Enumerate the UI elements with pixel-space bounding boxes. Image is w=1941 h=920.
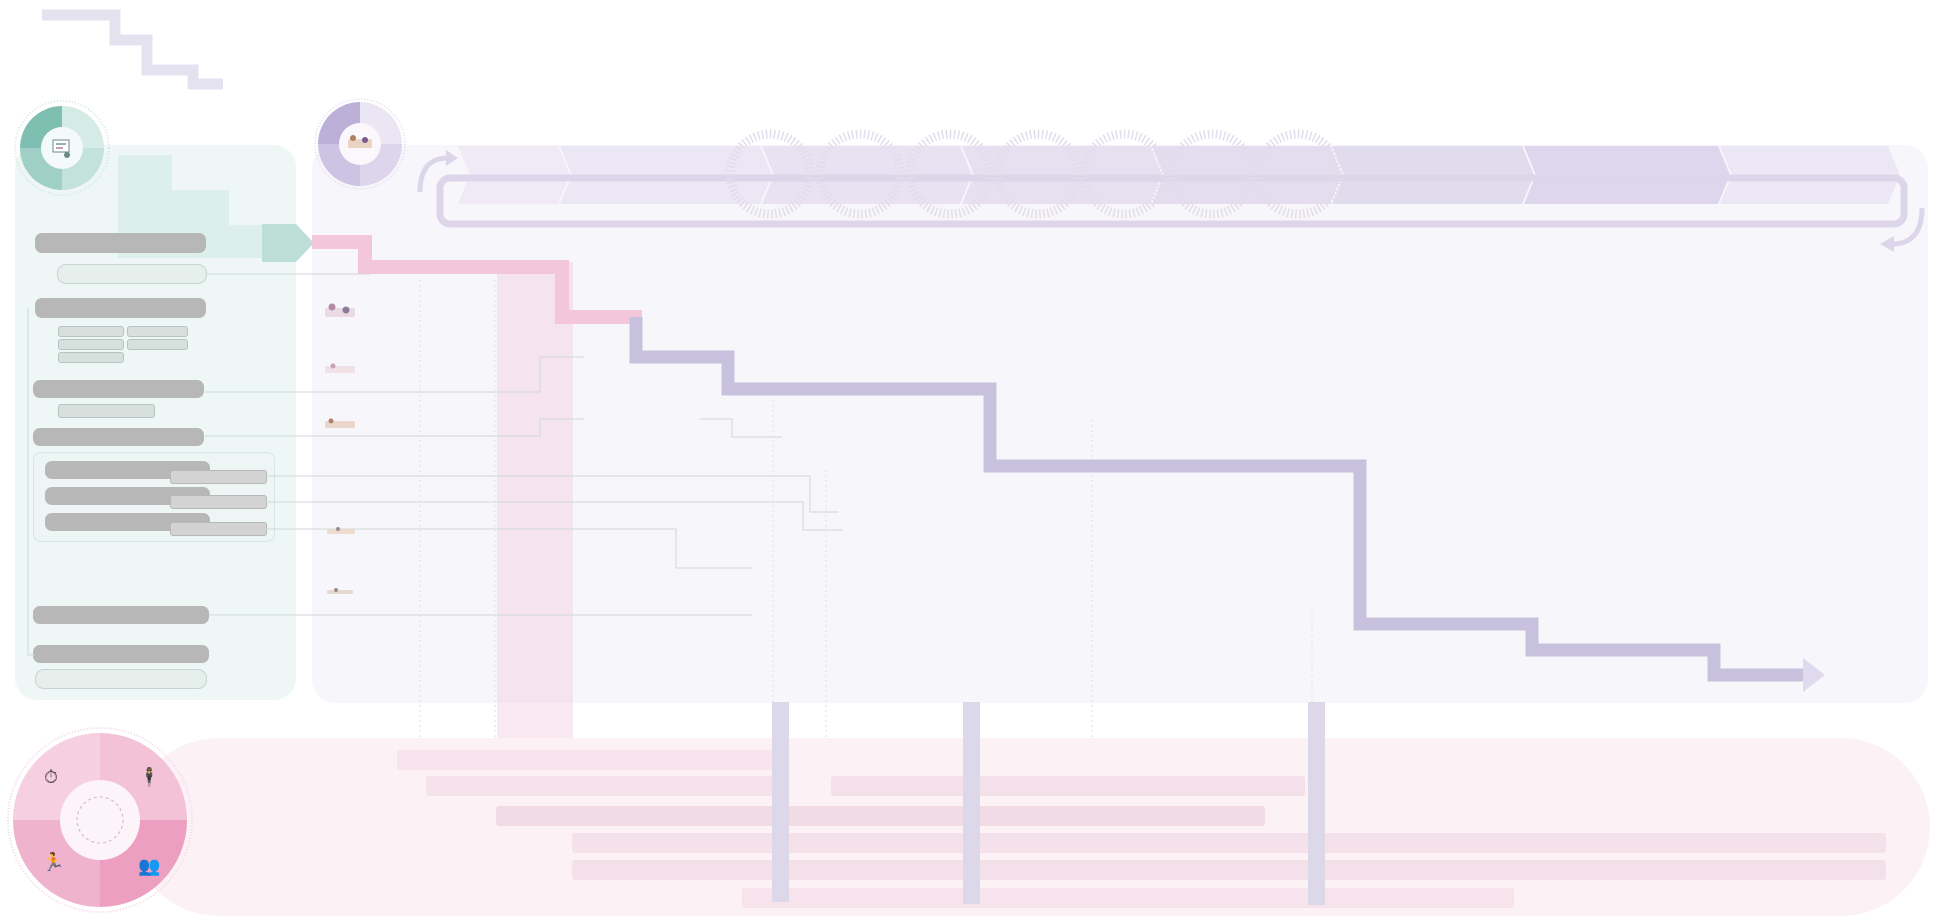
pink-quadrant-badge: [7, 727, 193, 913]
section-bar-1: [35, 233, 206, 253]
timeline-pillar-1: [772, 702, 789, 902]
curved-arrow-icon-start: [417, 155, 449, 193]
pink-staircase-path: [312, 235, 642, 324]
staircase-decoration: [42, 9, 223, 90]
person-icon: 🕴: [138, 767, 161, 787]
gantt-bar-7: [742, 888, 1514, 908]
milestone-ring-4: [993, 129, 1083, 219]
gantt-bar-4: [496, 806, 1265, 826]
teal-arrow-head: [262, 224, 314, 262]
gantt-bar-6: [572, 860, 1886, 880]
milestone-ring-2: [815, 129, 905, 219]
chart-doc-icon: [52, 139, 70, 158]
illustration-icon: [325, 363, 355, 373]
sub-bar-1: [45, 461, 210, 479]
illustration-icon: [327, 527, 355, 534]
section-bar-3: [33, 380, 204, 398]
row-thumb-1: [325, 303, 355, 317]
lavender-staircase-path: [629, 317, 1806, 682]
runner-icon: 🏃: [42, 852, 65, 872]
section-bar-5: [33, 606, 209, 624]
row-thumb-3: [325, 418, 355, 428]
tag-2[interactable]: [127, 326, 188, 337]
sub-tag-1[interactable]: [170, 470, 267, 484]
illustration-icon: [327, 588, 353, 594]
tag-1[interactable]: [58, 326, 124, 337]
tag-6[interactable]: [58, 404, 155, 418]
curved-arrow-head-start: [446, 150, 458, 166]
milestone-ring-1: [725, 129, 815, 219]
milestone-ring-6: [1167, 129, 1257, 219]
curved-arrow-head-end: [1880, 236, 1894, 252]
lavender-arrow-head: [1803, 658, 1825, 692]
thin-connectors: [27, 273, 843, 656]
section-bar-2: [35, 298, 206, 318]
timeline-pillar-2: [963, 702, 980, 904]
milestone-rings: [725, 129, 1343, 219]
gantt-bar-2: [426, 776, 775, 796]
row-thumb-2: [325, 363, 355, 373]
row-thumb-4: [327, 527, 355, 534]
illustration-icon: [348, 135, 372, 148]
stopwatch-icon: ⏱: [44, 767, 59, 787]
gantt-bar-5: [572, 833, 1886, 853]
main-panel: [312, 145, 1928, 703]
milestone-ring-7: [1253, 129, 1343, 219]
tag-4[interactable]: [127, 339, 188, 350]
team-icon: 👥: [138, 856, 161, 876]
teal-badge: [14, 100, 110, 196]
section-bar-6: [33, 645, 209, 663]
milestone-ring-3: [905, 129, 995, 219]
timeline-pillar-3: [1308, 702, 1325, 905]
lavender-badge: [314, 98, 406, 190]
illustration-icon: [325, 418, 355, 428]
tag-3[interactable]: [58, 339, 124, 350]
gantt-bar-1: [397, 750, 775, 770]
sub-bar-2: [45, 487, 210, 505]
input-pill-2[interactable]: [35, 669, 207, 689]
milestone-ring-5: [1079, 129, 1169, 219]
sub-bar-3: [45, 513, 210, 531]
gantt-bar-3: [831, 776, 1305, 796]
section-bar-4: [33, 428, 204, 446]
curved-arrow-icon-end: [1891, 207, 1925, 247]
row-thumb-5: [327, 588, 353, 594]
teal-staircase-arrow: [118, 155, 295, 258]
illustration-icon: [325, 303, 355, 317]
tag-5[interactable]: [58, 352, 124, 363]
